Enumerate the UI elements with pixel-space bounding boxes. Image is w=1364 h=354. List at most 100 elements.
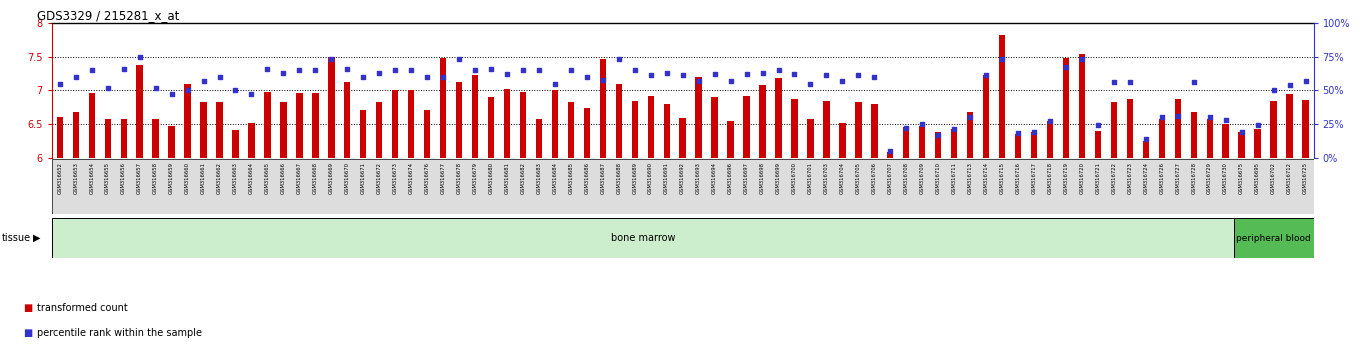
Bar bbox=[265, 92, 270, 158]
Point bbox=[256, 66, 278, 72]
Point bbox=[752, 70, 773, 76]
Point bbox=[880, 148, 902, 154]
Point bbox=[832, 78, 854, 84]
Point bbox=[528, 67, 550, 73]
Point bbox=[544, 81, 566, 86]
Point bbox=[480, 66, 502, 72]
Text: GSM316720: GSM316720 bbox=[1079, 162, 1084, 194]
Bar bbox=[1174, 99, 1181, 158]
Text: GSM316664: GSM316664 bbox=[250, 162, 254, 194]
Point bbox=[400, 67, 421, 73]
Text: percentile rank within the sample: percentile rank within the sample bbox=[37, 328, 202, 338]
Text: GDS3329 / 215281_x_at: GDS3329 / 215281_x_at bbox=[37, 9, 179, 22]
Point bbox=[1263, 87, 1285, 93]
Bar bbox=[168, 126, 175, 158]
Point bbox=[385, 67, 406, 73]
Text: GSM316671: GSM316671 bbox=[360, 162, 366, 194]
Text: GSM316678: GSM316678 bbox=[457, 162, 461, 194]
Point bbox=[209, 74, 231, 80]
Point bbox=[608, 57, 630, 62]
Point bbox=[992, 57, 1013, 62]
Bar bbox=[1046, 120, 1053, 158]
Bar bbox=[1031, 132, 1037, 158]
Bar bbox=[201, 102, 207, 158]
Bar bbox=[503, 89, 510, 158]
Text: GSM316659: GSM316659 bbox=[169, 162, 175, 194]
Point bbox=[1151, 114, 1173, 120]
Bar bbox=[408, 90, 415, 158]
Point bbox=[863, 74, 885, 80]
Bar bbox=[887, 152, 893, 158]
Bar bbox=[551, 90, 558, 158]
Bar bbox=[1063, 58, 1069, 158]
Bar bbox=[903, 127, 910, 158]
Text: GSM316722: GSM316722 bbox=[1112, 162, 1116, 194]
Text: GSM316662: GSM316662 bbox=[217, 162, 222, 194]
Text: GSM316702: GSM316702 bbox=[1271, 162, 1277, 194]
Bar bbox=[839, 122, 846, 158]
Point bbox=[975, 73, 997, 78]
Bar bbox=[424, 110, 430, 158]
Text: tissue: tissue bbox=[1, 233, 30, 243]
Point bbox=[1166, 113, 1188, 119]
Text: GSM316723: GSM316723 bbox=[1128, 162, 1132, 194]
Bar bbox=[105, 119, 110, 158]
Bar bbox=[648, 96, 653, 158]
Text: GSM316689: GSM316689 bbox=[633, 162, 637, 194]
Text: bone marrow: bone marrow bbox=[611, 233, 675, 243]
Point bbox=[1247, 122, 1269, 128]
Text: GSM316730: GSM316730 bbox=[1224, 162, 1228, 194]
Text: GSM316679: GSM316679 bbox=[472, 162, 477, 194]
Point bbox=[225, 87, 247, 93]
Text: GSM316660: GSM316660 bbox=[186, 162, 190, 194]
Point bbox=[656, 70, 678, 76]
Bar bbox=[344, 81, 351, 158]
Point bbox=[368, 70, 390, 76]
Bar bbox=[632, 101, 638, 158]
Point bbox=[1230, 129, 1252, 135]
Point bbox=[895, 125, 917, 131]
Text: GSM316687: GSM316687 bbox=[600, 162, 606, 194]
Text: GSM316683: GSM316683 bbox=[536, 162, 542, 194]
Point bbox=[735, 71, 757, 77]
Text: GSM316709: GSM316709 bbox=[919, 162, 925, 194]
Point bbox=[944, 126, 966, 132]
Text: GSM316686: GSM316686 bbox=[584, 162, 589, 194]
Bar bbox=[1270, 101, 1277, 158]
Text: GSM316706: GSM316706 bbox=[872, 162, 877, 194]
Text: GSM316668: GSM316668 bbox=[312, 162, 318, 194]
Text: GSM316704: GSM316704 bbox=[840, 162, 844, 194]
Bar bbox=[1095, 131, 1101, 158]
Point bbox=[240, 91, 262, 97]
Point bbox=[352, 74, 374, 80]
Text: GSM316717: GSM316717 bbox=[1031, 162, 1037, 194]
Bar bbox=[679, 118, 686, 158]
Point bbox=[1215, 117, 1237, 123]
Bar bbox=[1158, 119, 1165, 158]
Text: GSM316685: GSM316685 bbox=[569, 162, 573, 194]
Bar bbox=[136, 65, 143, 158]
Point bbox=[177, 87, 199, 93]
Text: GSM316677: GSM316677 bbox=[441, 162, 446, 194]
Text: GSM316718: GSM316718 bbox=[1048, 162, 1053, 194]
Text: GSM316656: GSM316656 bbox=[121, 162, 127, 194]
Bar bbox=[983, 75, 989, 158]
Text: GSM316693: GSM316693 bbox=[696, 162, 701, 194]
Point bbox=[959, 114, 981, 120]
Text: GSM316663: GSM316663 bbox=[233, 162, 237, 194]
Bar bbox=[280, 102, 286, 158]
Text: ■: ■ bbox=[23, 328, 33, 338]
Text: GSM316666: GSM316666 bbox=[281, 162, 286, 194]
Bar bbox=[743, 96, 750, 158]
Text: GSM316700: GSM316700 bbox=[792, 162, 797, 194]
Point bbox=[911, 121, 933, 127]
Text: GSM316653: GSM316653 bbox=[74, 162, 78, 194]
Point bbox=[416, 74, 438, 80]
Bar bbox=[1239, 132, 1245, 158]
Point bbox=[1135, 136, 1157, 142]
Text: ▶: ▶ bbox=[33, 233, 40, 243]
Text: GSM316670: GSM316670 bbox=[345, 162, 349, 194]
Point bbox=[1071, 57, 1093, 62]
Bar bbox=[1286, 93, 1293, 158]
Bar bbox=[217, 102, 222, 158]
